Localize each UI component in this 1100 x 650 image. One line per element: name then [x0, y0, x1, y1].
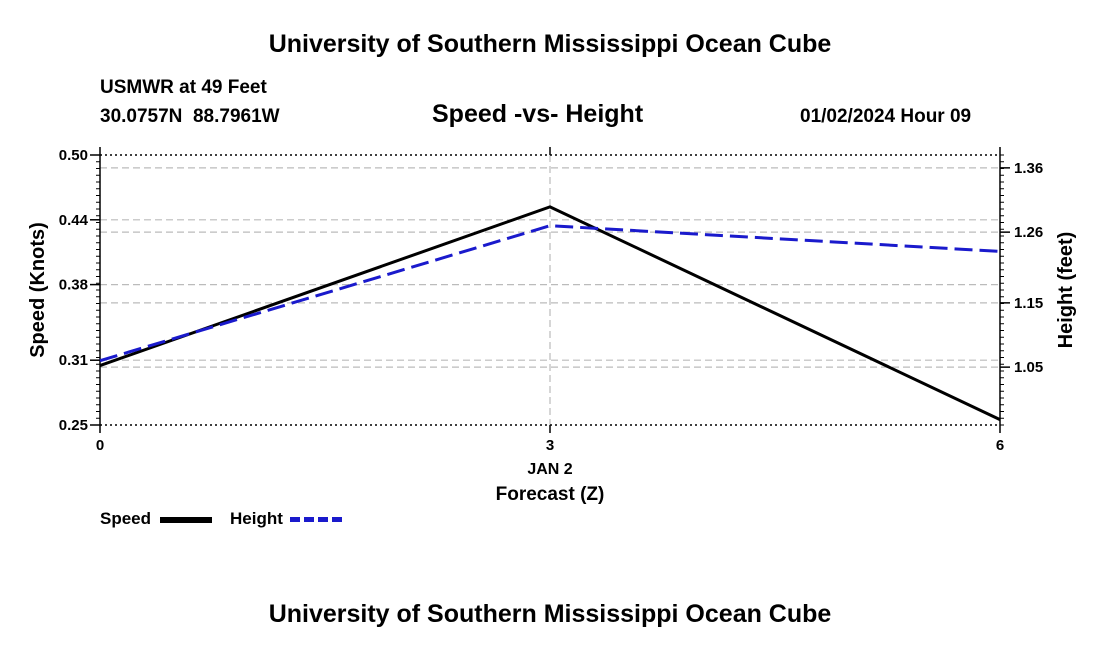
legend-speed-label: Speed: [100, 509, 152, 528]
station-label: USMWR at 49 Feet: [100, 77, 267, 98]
x-tick-label: 3: [546, 437, 554, 454]
height-series-line: [99, 224, 1001, 363]
speed-series-line: [99, 205, 1001, 421]
y-tick-label: 0.44: [59, 212, 89, 229]
chart-subtitle: Speed -vs- Height: [432, 100, 644, 128]
y2-axis-title: Height (feet): [1055, 232, 1077, 349]
forecast-datetime: 01/02/2024 Hour 09: [800, 106, 972, 127]
y2-tick-label: 1.26: [1014, 224, 1043, 241]
y-tick-label: 0.50: [59, 147, 88, 164]
y2-tick-label: 1.15: [1014, 295, 1043, 312]
y-tick-label: 0.31: [59, 352, 88, 369]
y2-tick-label: 1.05: [1014, 359, 1043, 376]
x-axis-title: Forecast (Z): [496, 484, 605, 505]
legend-height-label: Height: [230, 509, 283, 528]
y-tick-label: 0.38: [59, 277, 88, 294]
x-date-label: JAN 2: [527, 461, 572, 478]
y-axis-title: Speed (Knots): [27, 222, 49, 358]
y2-tick-label: 1.36: [1014, 160, 1043, 177]
footer-title: University of Southern Mississippi Ocean…: [268, 600, 832, 628]
y-tick-label: 0.25: [59, 417, 88, 434]
x-tick-label: 0: [96, 437, 104, 454]
page-title: University of Southern Mississippi Ocean…: [268, 30, 832, 58]
x-tick-label: 6: [996, 437, 1004, 454]
station-coordinates: 30.0757N 88.7961W: [100, 106, 280, 127]
legend-height-swatch: [290, 517, 342, 522]
legend-speed-swatch: [160, 517, 212, 523]
